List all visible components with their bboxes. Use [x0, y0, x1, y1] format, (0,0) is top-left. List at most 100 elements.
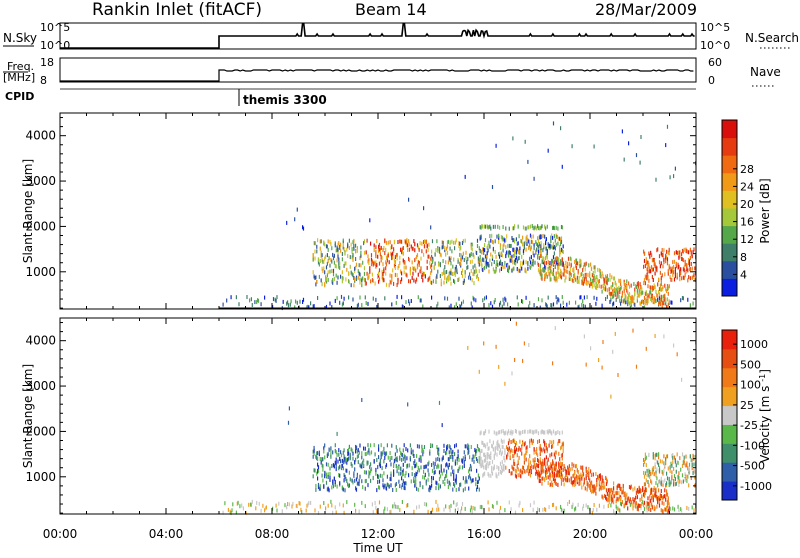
- rti-cell: [419, 298, 421, 303]
- rti-cell: [555, 465, 557, 470]
- rti-cell: [607, 504, 609, 508]
- rti-cell: [584, 486, 586, 491]
- rti-cell: [378, 261, 381, 266]
- rti-cell: [583, 295, 585, 300]
- rti-cell: [618, 483, 620, 488]
- rti-cell: [361, 451, 363, 456]
- rti-cell: [445, 260, 447, 265]
- rti-cell: [448, 256, 450, 261]
- rti-cell: [532, 507, 534, 512]
- rti-cell: [543, 447, 545, 452]
- rti-cell: [449, 270, 451, 275]
- rti-cell: [413, 478, 415, 483]
- rti-cell: [664, 488, 666, 493]
- rti-cell: [552, 361, 554, 366]
- rti-cell: [640, 489, 642, 493]
- rti-cell: [544, 478, 546, 483]
- rti-cell: [397, 280, 399, 285]
- rti-cell: [677, 262, 679, 267]
- rti-cell: [483, 250, 485, 255]
- power-panel-frame: [59, 112, 697, 310]
- rti-cell: [338, 466, 340, 471]
- rti-cell: [665, 494, 667, 499]
- rti-cell: [349, 452, 351, 457]
- rti-cell: [645, 346, 647, 351]
- rti-cell: [562, 442, 564, 447]
- rti-cell: [512, 136, 514, 141]
- rti-cell: [524, 226, 526, 231]
- rti-cell: [681, 248, 684, 253]
- rti-cell: [446, 462, 448, 467]
- rti-cell: [478, 258, 480, 263]
- rti-cell: [514, 446, 516, 451]
- rti-cell: [601, 483, 603, 488]
- rti-cell: [526, 449, 528, 453]
- rti-cell: [581, 474, 583, 479]
- rti-cell: [407, 243, 409, 248]
- rti-cell: [335, 264, 337, 269]
- nsky-panel: [59, 22, 697, 50]
- rti-cell: [539, 444, 541, 448]
- rti-cell: [352, 451, 354, 456]
- rti-cell: [419, 455, 421, 460]
- rti-cell: [649, 469, 651, 474]
- rti-cell: [510, 448, 512, 453]
- rti-cell: [539, 263, 541, 268]
- rti-cell: [559, 272, 561, 277]
- rti-cell: [526, 238, 528, 242]
- rti-cell: [674, 166, 676, 171]
- rti-cell: [370, 462, 372, 467]
- rti-cell: [447, 276, 449, 281]
- rti-cell: [467, 445, 469, 450]
- rti-cell: [318, 486, 320, 491]
- rti-cell: [334, 505, 336, 510]
- rti-cell: [340, 453, 343, 458]
- rti-cell: [549, 429, 551, 434]
- rti-cell: [468, 275, 470, 280]
- rti-cell: [650, 479, 652, 484]
- rti-cell: [425, 464, 427, 469]
- rti-cell: [685, 247, 687, 252]
- rti-cell: [351, 247, 353, 252]
- rti-cell: [501, 253, 503, 258]
- rti-cell: [601, 289, 603, 294]
- rti-cell: [469, 253, 472, 258]
- rti-cell: [327, 503, 329, 508]
- rti-cell: [585, 276, 587, 281]
- rti-cell: [632, 506, 634, 511]
- rti-cell: [442, 479, 444, 484]
- rti-cell: [552, 226, 554, 230]
- rti-cell: [474, 454, 476, 459]
- rti-cell: [621, 290, 623, 295]
- rti-cell: [498, 430, 500, 435]
- rti-cell: [553, 473, 555, 478]
- rti-cell: [459, 304, 461, 309]
- rti-cell: [604, 281, 606, 286]
- rti-cell: [541, 448, 543, 453]
- rti-cell: [437, 457, 439, 461]
- rti-cell: [529, 300, 531, 305]
- rti-cell: [401, 250, 403, 255]
- rti-cell: [580, 259, 582, 264]
- rti-cell: [573, 279, 575, 283]
- rti-cell: [561, 456, 563, 461]
- rti-cell: [530, 263, 532, 268]
- rti-cell: [349, 477, 351, 482]
- rti-cell: [348, 295, 350, 300]
- rti-cell: [517, 459, 519, 464]
- rti-cell: [553, 234, 555, 239]
- rti-cell: [464, 486, 466, 491]
- rti-cell: [507, 269, 510, 274]
- rti-cell: [448, 450, 450, 455]
- rti-cell: [586, 487, 588, 492]
- rti-cell: [650, 472, 652, 476]
- rti-cell: [439, 474, 441, 479]
- rti-cell: [375, 254, 377, 259]
- rti-cell: [446, 275, 449, 280]
- rti-cell: [503, 237, 505, 242]
- colorbar-segment: [722, 330, 737, 350]
- rti-cell: [420, 266, 422, 271]
- power-ylabel: Slant Range [km]: [21, 159, 35, 263]
- rti-cell: [463, 278, 465, 283]
- rti-cell: [444, 248, 446, 253]
